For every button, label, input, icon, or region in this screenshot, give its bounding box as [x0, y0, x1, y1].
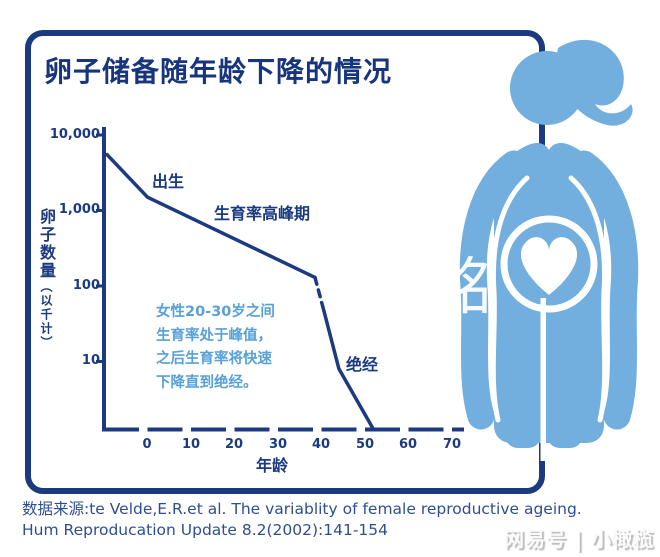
- head-icon: [510, 51, 584, 125]
- x-tick-20: 20: [224, 437, 244, 452]
- x-tick-50: 50: [355, 437, 375, 452]
- note-line-2: 生育率处于峰值，: [156, 327, 272, 344]
- heart-icon: [520, 237, 578, 295]
- egg-count-curve: [105, 152, 376, 432]
- x-tick-0: 0: [142, 437, 152, 452]
- right-leg-icon: [547, 394, 583, 448]
- y-axis-title: 卵子数量（以千计）: [34, 208, 58, 388]
- belly-ring-icon: [500, 215, 598, 313]
- annotation-peak-fertility: 生育率高峰期: [214, 204, 311, 223]
- y-axis-ticks: [96, 133, 104, 363]
- x-axis-title: 年龄: [255, 456, 288, 475]
- note-line-3: 之后生育率将快速: [156, 351, 272, 367]
- x-tick-10: 10: [181, 437, 201, 452]
- source-line-1: 数据来源:te Velde,E.R.et al. The variablity …: [22, 500, 582, 518]
- curve-segment-solid: [321, 308, 376, 432]
- left-arm-icon: [459, 150, 528, 430]
- fertility-note: 女性20-30岁之间 生育率处于峰值， 之后生育率将快速 下降直到绝经。: [156, 301, 275, 395]
- note-line-1: 女性20-30岁之间: [156, 304, 275, 320]
- x-tick-30: 30: [268, 437, 288, 452]
- center-watermark: 铭: [430, 250, 493, 323]
- y-tick-100: 100: [72, 278, 100, 293]
- x-tick-70: 70: [442, 437, 462, 452]
- curve-segment-solid: [105, 152, 317, 280]
- page-title: 卵子储备随年龄下降的情况: [44, 55, 393, 88]
- y-axis-title-sub: （以千计）: [39, 280, 53, 350]
- y-tick-10: 10: [81, 353, 100, 368]
- left-arm-gap: [490, 175, 530, 423]
- annotation-menopause: 绝经: [346, 355, 379, 374]
- y-tick-10000: 10,000: [49, 127, 100, 142]
- bottom-right-watermark: 网易号 | 小橄榄: [504, 527, 655, 551]
- border-knockout-line: [540, 298, 546, 461]
- x-tick-40: 40: [311, 437, 331, 452]
- left-leg-icon: [505, 394, 541, 448]
- curve-segment-dashed: [313, 275, 326, 312]
- source-line-2: Hum Reproducation Update 8.2(2002):141-1…: [22, 521, 389, 539]
- right-arm-icon: [570, 150, 639, 430]
- data-source-citation: 数据来源:te Velde,E.R.et al. The variablity …: [22, 499, 582, 541]
- right-arm-gap: [568, 175, 608, 423]
- note-line-4: 下降直到绝经。: [156, 374, 258, 391]
- y-axis-title-main: 卵子数量: [37, 208, 56, 280]
- x-tick-60: 60: [398, 437, 418, 452]
- annotation-birth: 出生: [152, 172, 185, 191]
- y-tick-1000: 1,000: [58, 202, 100, 217]
